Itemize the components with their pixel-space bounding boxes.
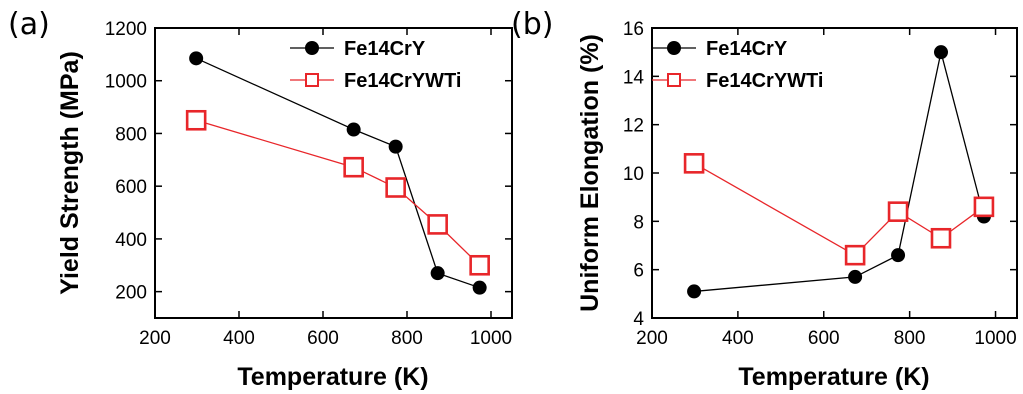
y-tick-label: 1000 — [105, 72, 147, 93]
data-point — [385, 177, 406, 198]
data-point — [848, 269, 863, 284]
panel-letter: (b) — [511, 7, 553, 42]
y-tick-label: 800 — [115, 124, 147, 145]
y-tick-label: 200 — [115, 283, 147, 304]
x-tick-label: 200 — [139, 328, 171, 349]
plot-frame — [154, 27, 513, 319]
y-tick-label: 6 — [633, 261, 644, 282]
data-point — [346, 122, 361, 137]
x-tick-label: 400 — [223, 328, 255, 349]
data-point — [887, 201, 909, 222]
y-tick-label: 12 — [623, 116, 644, 137]
data-point — [185, 109, 207, 131]
legend-label: Fe14CrY — [344, 38, 426, 60]
x-axis-title: Temperature (K) — [738, 363, 929, 391]
data-point — [427, 214, 448, 235]
series-line — [195, 57, 480, 289]
data-point — [469, 254, 490, 276]
y-tick-label: 10 — [623, 164, 644, 185]
series-Fe14CrY — [189, 51, 487, 295]
data-point — [844, 244, 866, 266]
data-point — [683, 153, 705, 174]
x-tick-label: 200 — [636, 328, 668, 349]
series-line — [195, 119, 481, 266]
legend-marker — [305, 73, 319, 87]
y-tick-label: 14 — [623, 67, 645, 88]
data-point — [891, 248, 906, 263]
chart-panel-b: (b) 200 400 600 800 1000 4 6 8 10 12 14 16 Temperatur… — [511, 7, 1018, 391]
y-axis-title: Yield Strength (MPa) — [56, 51, 84, 295]
chart-panel-a: (a) 200 400 600 800 1000 200 400 600 800 1000 1200 T… — [8, 7, 513, 391]
legend-marker — [305, 41, 319, 55]
x-tick-label: 800 — [894, 328, 926, 349]
y-axis-title: Uniform Elongation (%) — [576, 34, 604, 312]
y-tick-label: 600 — [115, 177, 147, 198]
y-tick-label: 1200 — [105, 19, 147, 40]
data-point — [687, 284, 702, 299]
data-point — [343, 156, 364, 178]
data-point — [933, 45, 948, 60]
legend-marker — [667, 73, 681, 87]
series-Fe14CrYWTi — [185, 109, 490, 276]
legend-label: Fe14CrY — [706, 38, 788, 60]
x-tick-label: 800 — [391, 328, 423, 349]
data-point — [973, 196, 995, 218]
data-point — [930, 227, 952, 249]
data-point — [472, 280, 487, 295]
x-tick-label: 600 — [307, 328, 339, 349]
data-point — [388, 139, 403, 154]
data-point — [189, 51, 204, 66]
legend-label: Fe14CrYWTi — [706, 70, 823, 92]
legend-label: Fe14CrYWTi — [344, 70, 461, 92]
x-tick-label: 1000 — [974, 328, 1016, 349]
x-tick-label: 1000 — [470, 328, 512, 349]
x-tick-label: 400 — [722, 328, 754, 349]
y-tick-label: 4 — [633, 309, 644, 330]
legend-marker — [667, 41, 681, 55]
x-tick-label: 600 — [808, 328, 840, 349]
series-Fe14CrYWTi — [683, 153, 995, 266]
y-tick-label: 8 — [633, 212, 644, 233]
panel-letter: (a) — [8, 7, 50, 42]
y-tick-label: 400 — [115, 230, 147, 251]
data-point — [430, 266, 445, 281]
y-tick-label: 16 — [623, 19, 644, 40]
x-axis-title: Temperature (K) — [237, 363, 428, 391]
